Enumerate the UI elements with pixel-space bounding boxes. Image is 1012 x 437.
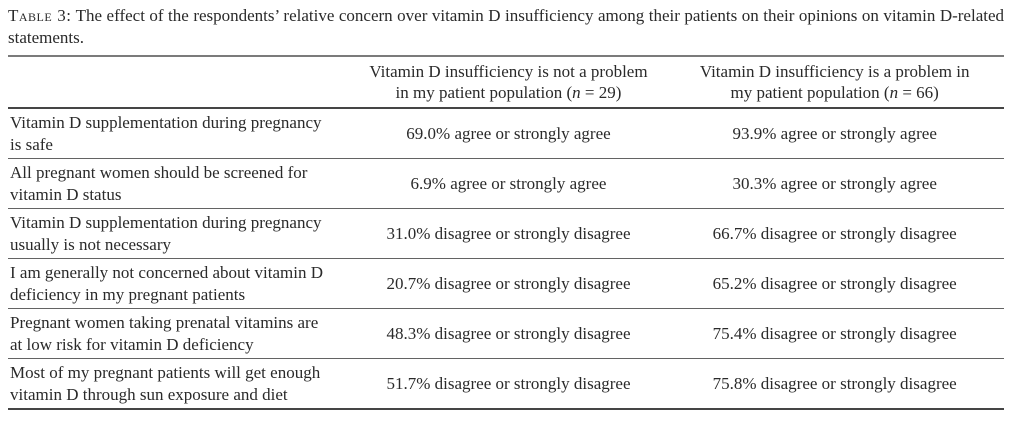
statement-cell: I am generally not concerned about vitam…	[8, 258, 352, 309]
table-row: Pregnant women taking prenatal vitamins …	[8, 308, 1004, 359]
statement-cell: Pregnant women taking prenatal vitamins …	[8, 308, 352, 359]
not-problem-column-header: Vitamin D insufficiency is not a problem…	[351, 56, 666, 109]
problem-value-cell: 75.8% disagree or strongly disagree	[665, 358, 1004, 410]
header-line2-pre: in my patient population (	[395, 83, 573, 102]
table-caption-text: The effect of the respondents’ relative …	[8, 6, 1005, 47]
not-problem-value-cell: 51.7% disagree or strongly disagree	[351, 358, 666, 410]
header-line2-pre: my patient population (	[730, 83, 890, 102]
results-table: Vitamin D insufficiency is not a problem…	[8, 55, 1004, 410]
table-row: All pregnant women should be screened fo…	[8, 158, 1004, 209]
table-header-row: Vitamin D insufficiency is not a problem…	[8, 56, 1004, 109]
statement-cell: Vitamin D supplementation during pregnan…	[8, 208, 352, 259]
not-problem-value-cell: 69.0% agree or strongly agree	[351, 108, 666, 159]
n-variable: n	[572, 83, 581, 102]
problem-value-cell: 75.4% disagree or strongly disagree	[665, 308, 1004, 359]
statement-cell: Most of my pregnant patients will get en…	[8, 358, 352, 410]
table-header-row-group: Vitamin D insufficiency is not a problem…	[8, 56, 1004, 109]
problem-value-cell: 65.2% disagree or strongly disagree	[665, 258, 1004, 309]
header-line1: Vitamin D insufficiency is not a problem	[369, 62, 648, 81]
table-body: Vitamin D supplementation during pregnan…	[8, 108, 1004, 410]
problem-column-header: Vitamin D insufficiency is a problem in …	[665, 56, 1004, 109]
header-line1: Vitamin D insufficiency is a problem in	[699, 62, 970, 81]
statement-column-header	[8, 56, 352, 109]
header-line2-post: = 66)	[898, 83, 939, 102]
problem-value-cell: 93.9% agree or strongly agree	[665, 108, 1004, 159]
header-line2-post: = 29)	[580, 83, 622, 102]
not-problem-value-cell: 6.9% agree or strongly agree	[351, 158, 666, 209]
table-row: I am generally not concerned about vitam…	[8, 258, 1004, 309]
n-variable: n	[889, 83, 899, 102]
header-line2: in my patient population (n = 29)	[358, 82, 660, 103]
not-problem-value-cell: 20.7% disagree or strongly disagree	[351, 258, 666, 309]
header-line2: my patient population (n = 66)	[671, 82, 998, 103]
table-caption: Table 3: The effect of the respondents’ …	[8, 5, 1004, 49]
table-row: Vitamin D supplementation during pregnan…	[8, 208, 1004, 259]
table-caption-label: Table 3:	[8, 6, 72, 25]
not-problem-value-cell: 31.0% disagree or strongly disagree	[351, 208, 666, 259]
problem-value-cell: 66.7% disagree or strongly disagree	[665, 208, 1004, 259]
table-row: Vitamin D supplementation during pregnan…	[8, 108, 1004, 159]
statement-cell: Vitamin D supplementation during pregnan…	[8, 108, 352, 159]
statement-cell: All pregnant women should be screened fo…	[8, 158, 352, 209]
not-problem-value-cell: 48.3% disagree or strongly disagree	[351, 308, 666, 359]
table-row: Most of my pregnant patients will get en…	[8, 358, 1004, 410]
problem-value-cell: 30.3% agree or strongly agree	[665, 158, 1004, 209]
